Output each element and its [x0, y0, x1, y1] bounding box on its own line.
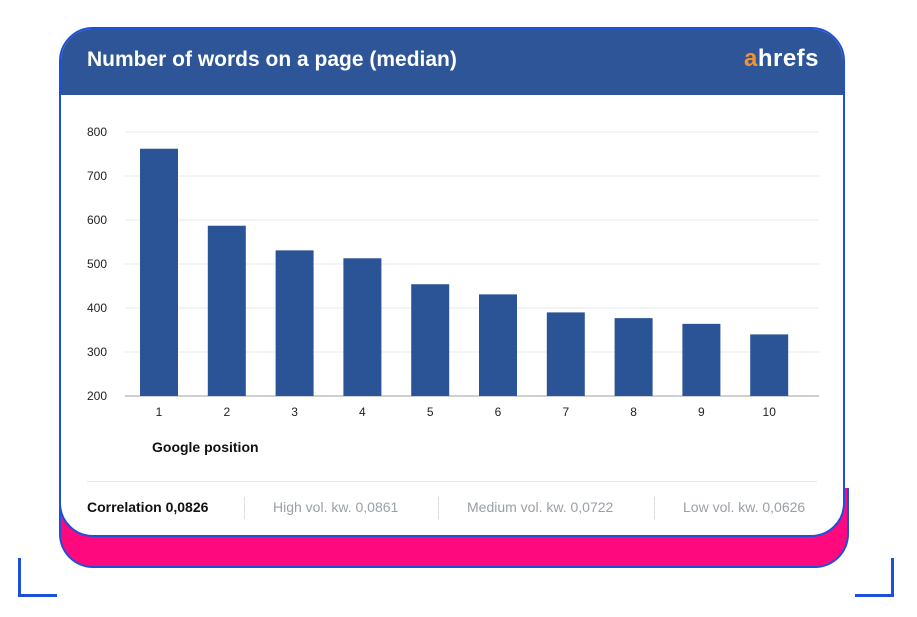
- x-tick-label: 2: [223, 405, 230, 419]
- x-tick-label: 8: [630, 405, 637, 419]
- bar: [275, 250, 314, 396]
- x-tick-label: 7: [562, 405, 569, 419]
- bar-chart: 200 300 400 500 600 700 800 1 2 3 4 5 6 7 8 9 10 Google p…: [87, 125, 819, 455]
- bar: [140, 148, 178, 396]
- bar: [682, 323, 721, 396]
- x-tick-label: 3: [291, 405, 298, 419]
- x-tick-label: 6: [495, 405, 502, 419]
- corner-bracket-left: [18, 558, 57, 597]
- footer-separator: [244, 497, 245, 519]
- card-header: Number of words on a page (median) ahref…: [61, 29, 843, 95]
- bar: [343, 258, 382, 396]
- y-tick-label: 200: [87, 389, 107, 403]
- brand-logo-text: hrefs: [757, 45, 819, 72]
- y-tick-label: 300: [87, 345, 107, 359]
- x-tick-label: 5: [427, 405, 434, 419]
- footer-separator: [438, 497, 439, 519]
- footer-divider: [87, 481, 817, 482]
- correlation-footer: Correlation 0,0826 High vol. kw. 0,0861 …: [61, 497, 843, 521]
- x-axis-label: Google position: [152, 439, 259, 455]
- y-tick-label: 600: [87, 213, 107, 227]
- x-tick-label: 1: [156, 405, 163, 419]
- bar: [750, 334, 789, 396]
- x-tick-label: 4: [359, 405, 366, 419]
- y-tick-label: 800: [87, 125, 107, 139]
- medium-vol-stat: Medium vol. kw. 0,0722: [467, 499, 614, 515]
- high-vol-stat: High vol. kw. 0,0861: [273, 499, 399, 515]
- bar: [479, 294, 517, 396]
- chart-card: Number of words on a page (median) ahref…: [59, 27, 845, 537]
- footer-separator: [654, 497, 655, 519]
- bar: [614, 318, 653, 396]
- brand-logo-accent: a: [743, 45, 758, 72]
- y-tick-label: 400: [87, 301, 107, 315]
- corner-bracket-right: [855, 558, 894, 597]
- correlation-stat: Correlation 0,0826: [87, 499, 209, 515]
- x-tick-label: 10: [763, 405, 777, 419]
- chart-title: Number of words on a page (median): [87, 48, 457, 71]
- y-tick-label: 700: [87, 169, 107, 183]
- bar: [207, 225, 246, 396]
- bar: [546, 312, 585, 396]
- bar: [411, 284, 450, 396]
- x-tick-label: 9: [698, 405, 705, 419]
- y-tick-label: 500: [87, 257, 107, 271]
- low-vol-stat: Low vol. kw. 0,0626: [683, 499, 806, 515]
- brand-logo: ahrefs: [744, 45, 819, 73]
